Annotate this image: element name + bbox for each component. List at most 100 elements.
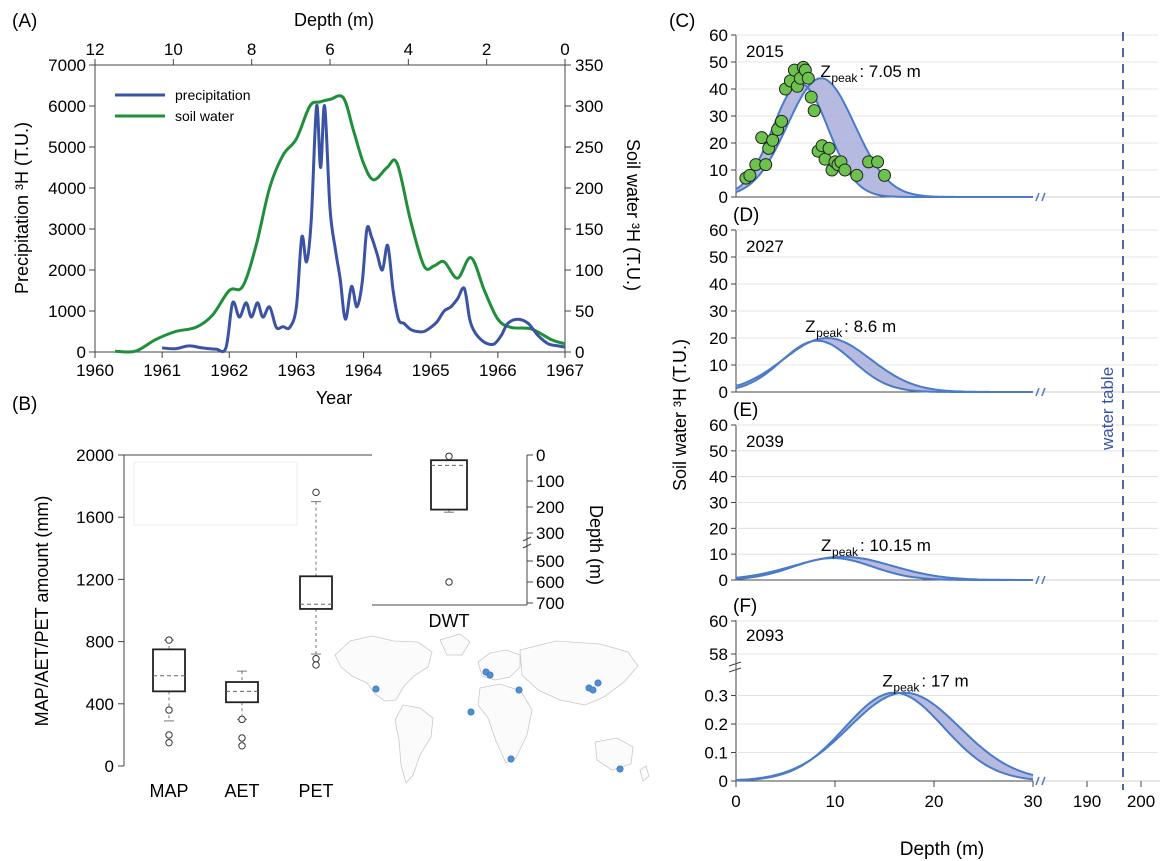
zpeak-value: : 17 m — [921, 672, 968, 691]
profile-year: 2027 — [746, 237, 784, 256]
inset-tick-label: 500 — [536, 552, 564, 571]
zpeak-value: : 7.05 m — [859, 62, 920, 81]
profile-y-tick-label: 30 — [709, 302, 728, 321]
y-tick-label: 2000 — [48, 261, 86, 280]
observed-point — [801, 71, 815, 85]
panel-b-y-axis-label: MAP/AET/PET amount (mm) — [32, 496, 52, 727]
category-aet: AET — [224, 781, 259, 801]
outlier-point — [238, 734, 246, 742]
panel-f-label: (F) — [733, 596, 757, 617]
profile-curve-high — [735, 555, 1033, 581]
inset-tick-label: 200 — [536, 498, 564, 517]
profile-y-tick-label: 40 — [709, 275, 728, 294]
profile-panel-2093: 0 0.1 0.2 0.3 58 60 2093 Z peak: 17 m — [704, 612, 1160, 791]
profile-y-tick-label: 0 — [719, 188, 728, 207]
y-tick-label: 1200 — [76, 570, 114, 589]
observed-point — [755, 131, 769, 145]
profiles-x-axis-label: Depth (m) — [900, 839, 984, 860]
profile-curve-low — [735, 691, 1034, 782]
top-tick-label: 12 — [86, 40, 105, 59]
profile-y-tick-label: 0 — [719, 383, 728, 402]
panel-a-top-axis-label: Depth (m) — [294, 10, 374, 30]
inset-box — [430, 452, 468, 586]
box-map — [152, 648, 186, 693]
zpeak-subscript: peak — [832, 545, 859, 559]
profile-y-tick-label: 0 — [719, 571, 728, 590]
profile-panel-2027: 0 10 20 30 40 50 60 2027 Z peak: 8.6 m — [709, 221, 1160, 402]
observed-point — [871, 155, 885, 169]
profile-y-tick-label: 10 — [709, 545, 728, 564]
profile-y-tick-label: 58 — [709, 645, 728, 664]
map-south-america — [394, 704, 434, 784]
right-tick-label: 0 — [575, 343, 584, 362]
profile-y-tick-label: 50 — [709, 248, 728, 267]
profile-x-tick-label: 190 — [1073, 792, 1101, 811]
box-dwt — [430, 459, 468, 511]
top-tick-label: 0 — [560, 40, 569, 59]
y-tick-label: 800 — [86, 633, 114, 652]
zpeak-subscript: peak — [893, 681, 920, 695]
inset-tick-label: 100 — [536, 472, 564, 491]
panel-b-inset-dwt: 0 100 200 300 500 600 700 DWT Depth (m) — [372, 446, 606, 631]
profile-year: 2015 — [746, 42, 784, 61]
profile-y-tick-label: 10 — [709, 356, 728, 375]
box-aet — [225, 681, 259, 704]
profile-y-tick-label: 60 — [709, 26, 728, 45]
profile-x-tick-label: 30 — [1024, 792, 1043, 811]
right-tick-label: 50 — [575, 302, 594, 321]
profile-y-tick-label: 0.1 — [704, 744, 728, 763]
observed-point — [759, 158, 773, 172]
profile-y-tick-label: 10 — [709, 161, 728, 180]
zpeak-subscript: peak — [831, 71, 858, 85]
zpeak-value: : 10.15 m — [860, 536, 931, 555]
panel-b-label: (B) — [12, 394, 37, 415]
outlier-point — [445, 578, 453, 586]
profile-y-tick-label: 30 — [709, 494, 728, 513]
profile-y-tick-label: 60 — [709, 221, 728, 240]
x-tick-label: 1966 — [479, 361, 517, 380]
profiles-x-ticks: 0 10 20 30 190 200 — [731, 781, 1155, 811]
x-tick-label: 1961 — [143, 361, 181, 380]
outlier-point — [165, 636, 173, 644]
outlier-point — [312, 488, 320, 497]
profile-curve-low — [735, 339, 1033, 393]
profile-x-tick-label: 10 — [826, 792, 845, 811]
zpeak-value: : 8.6 m — [844, 317, 896, 336]
top-tick-label: 4 — [404, 40, 413, 59]
observed-point — [878, 168, 891, 182]
inset-tick-label: 600 — [536, 573, 564, 592]
inset-tick-label: 700 — [536, 594, 564, 613]
top-tick-label: 10 — [164, 40, 183, 59]
profile-y-tick-label: 20 — [709, 519, 728, 538]
x-tick-label: 1964 — [345, 361, 383, 380]
site-marker — [507, 755, 515, 763]
panel-b-boxes — [152, 488, 333, 750]
axis-break-mark — [728, 661, 742, 673]
axis-break-mark — [522, 536, 532, 549]
y-tick-label: 2000 — [76, 446, 114, 465]
profile-curve-high — [735, 337, 1033, 393]
profile-x-tick-label: 20 — [925, 792, 944, 811]
site-marker — [372, 685, 380, 693]
profile-y-tick-label: 0.2 — [704, 715, 728, 734]
panel-b-blank-inset — [133, 461, 298, 526]
map-asia — [519, 640, 639, 706]
outlier-point — [165, 731, 173, 739]
panel-c-label: (C) — [669, 11, 695, 32]
profile-y-tick-label: 60 — [709, 612, 728, 631]
outlier-point — [312, 661, 320, 669]
right-tick-label: 150 — [575, 220, 603, 239]
panel-a-x-axis-label: Year — [316, 388, 352, 408]
axis-break-mark — [1035, 575, 1046, 585]
x-tick-label: 1962 — [210, 361, 248, 380]
outlier-point — [238, 742, 246, 750]
top-tick-label: 6 — [325, 40, 334, 59]
panel-b-ticks: 0 400 800 1200 1600 2000 — [76, 446, 124, 776]
panel-a-right-axis-label: Soil water ³H (T.U.) — [623, 139, 643, 291]
profile-x-tick-label: 0 — [731, 792, 740, 811]
water-table-label: water table — [1098, 367, 1117, 451]
x-tick-label: 1960 — [76, 361, 114, 380]
